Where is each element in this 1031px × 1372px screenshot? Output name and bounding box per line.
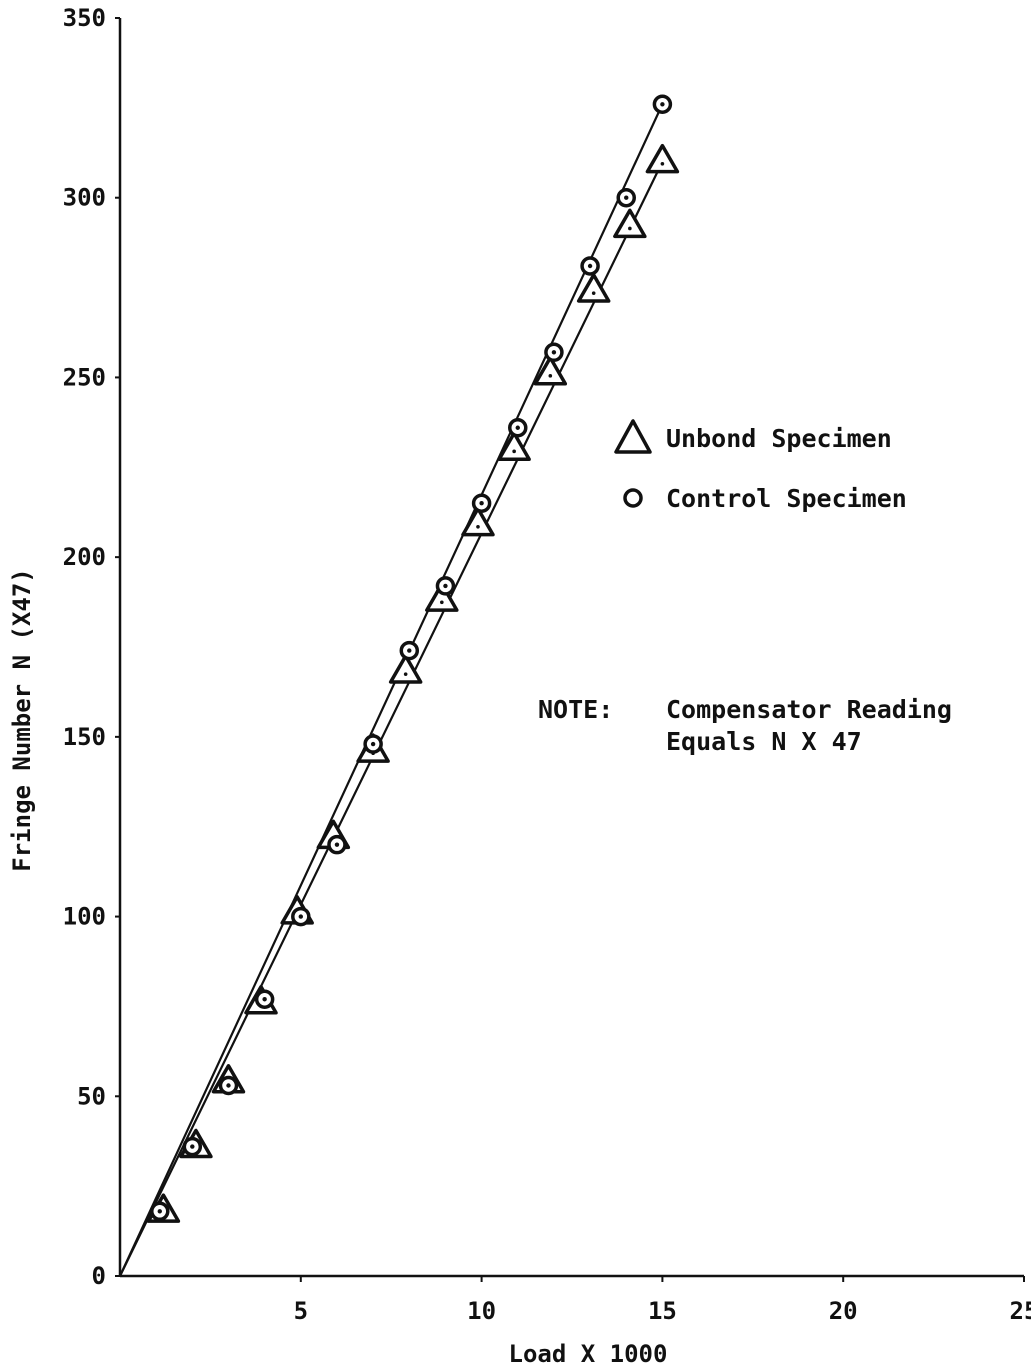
circle-point [293,909,309,925]
circle-point [184,1139,200,1155]
x-tick-label: 20 [829,1297,858,1325]
y-tick-label: 250 [63,363,106,391]
triangle-center-dot [440,600,444,604]
circle-center-dot [299,914,303,918]
legend-item-control: Control Specimen [625,484,907,513]
x-tick-label: 15 [648,1297,677,1325]
circle-point [365,736,381,752]
y-tick-label: 100 [63,903,106,931]
y-tick-label: 150 [63,723,106,751]
axis-ticks: 0 50 100 150 200 250 300 350 5 10 15 20 25 [63,4,1031,1325]
circle-point [582,258,598,274]
triangle-center-dot [592,291,596,295]
x-tick-label: 25 [1010,1297,1031,1325]
y-tick-label: 300 [63,184,106,212]
y-tick-label: 0 [92,1262,106,1290]
y-tick-label: 200 [63,543,106,571]
circle-center-dot [371,742,375,746]
triangle-center-dot [661,162,665,166]
triangle-center-dot [512,450,516,454]
triangle-marker [615,210,645,236]
triangle-center-dot [476,525,480,529]
legend: Unbond Specimen Control Specimen [616,421,907,513]
x-tick-label: 5 [294,1297,308,1325]
circle-center-dot [660,102,664,106]
circle-center-dot [335,842,339,846]
circle-point [152,1203,168,1219]
triangle-center-dot [404,672,408,676]
circle-center-dot [516,426,520,430]
circle-point [654,96,670,112]
fit-line [120,104,662,1276]
circle-point [474,495,490,511]
circle-center-dot [262,997,266,1001]
circle-center-dot [190,1144,194,1148]
x-axis-label: Load X 1000 [509,1340,668,1368]
y-axis-label: Fringe Number N (X47) [8,568,36,871]
legend-label-unbond: Unbond Specimen [666,424,892,453]
x-tick-label: 10 [467,1297,496,1325]
note-label: NOTE: [538,695,613,724]
circle-center-dot [158,1209,162,1213]
triangle-center-dot [628,227,632,231]
note-annotation: NOTE: Compensator Reading Equals N X 47 [538,695,952,756]
circle-point [220,1078,236,1094]
circle-point [401,643,417,659]
axes: Load X 1000 Fringe Number N (X47) [8,18,1024,1368]
circle-point [257,991,273,1007]
legend-label-control: Control Specimen [666,484,907,513]
triangle-marker-icon [616,421,650,452]
triangle-point [647,146,677,172]
circle-point [618,190,634,206]
circle-point [329,837,345,853]
triangle-point [463,509,493,535]
circle-center-dot [588,264,592,268]
circle-point [510,420,526,436]
circle-center-dot [407,648,411,652]
circle-center-dot [552,350,556,354]
fit-lines [120,104,662,1276]
circle-center-dot [479,501,483,505]
triangle-marker [463,509,493,535]
triangle-center-dot [549,374,553,378]
triangle-point [615,210,645,236]
circle-marker-icon [625,490,641,506]
circle-point [546,344,562,360]
y-tick-label: 50 [77,1082,106,1110]
note-line-1: Compensator Reading [666,695,952,724]
circle-center-dot [443,584,447,588]
legend-item-unbond: Unbond Specimen [616,421,892,453]
triangle-marker [647,146,677,172]
circle-point [437,578,453,594]
circle-center-dot [226,1083,230,1087]
circle-center-dot [624,196,628,200]
note-line-2: Equals N X 47 [666,727,862,756]
y-tick-label: 350 [63,4,106,32]
